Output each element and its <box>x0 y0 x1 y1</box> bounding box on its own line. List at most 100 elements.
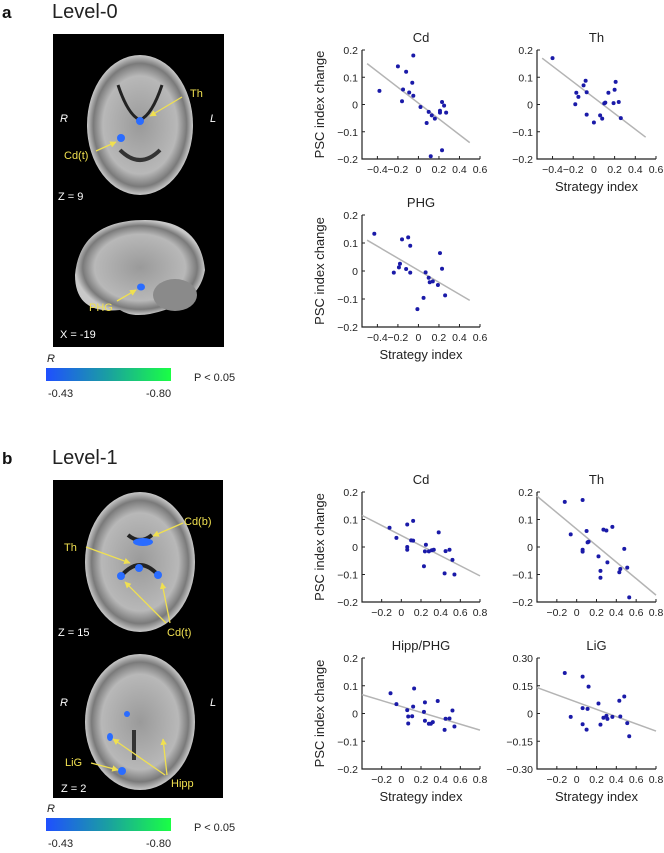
x-tick-label: 0 <box>398 774 404 786</box>
scatter-plot-hipp-phg: Hipp/PHG −0.2 0 0.2 0.4 0.6 0.8 −0.2 −0.1 0 0.1 0.2… <box>312 638 487 804</box>
data-point <box>617 698 622 703</box>
axial-slice-upper <box>85 492 195 632</box>
x-axis-label: Strategy index <box>555 789 639 804</box>
x-tick-label: 0.4 <box>433 774 448 786</box>
data-point <box>437 251 442 256</box>
data-point <box>422 718 427 723</box>
data-point <box>431 547 436 552</box>
y-tick-label: 0 <box>352 266 358 278</box>
data-point <box>550 56 555 61</box>
data-point <box>443 716 448 721</box>
y-tick-label: 0 <box>352 100 358 112</box>
x-tick-label: −0.2 <box>371 774 392 786</box>
data-point <box>411 93 416 98</box>
x-tick-label: 0.6 <box>629 607 644 619</box>
data-point <box>421 709 426 714</box>
data-point <box>444 110 449 115</box>
data-point <box>562 670 567 675</box>
data-point <box>405 545 410 549</box>
data-point <box>605 560 610 565</box>
y-tick-label: −0.1 <box>512 570 533 582</box>
axes <box>536 658 656 770</box>
axes <box>536 50 656 160</box>
data-point <box>562 499 567 504</box>
arrow <box>95 141 117 152</box>
arrow <box>152 522 184 537</box>
arrow <box>159 582 171 624</box>
region-label-cd-t: Cd(t) <box>64 150 88 162</box>
x-tick-label: 0 <box>416 164 422 176</box>
y-tick-label: −0.2 <box>512 597 533 609</box>
colorbar-title: R <box>47 803 55 815</box>
x-tick-label: −0.4 <box>367 164 388 176</box>
data-point <box>424 121 429 126</box>
x-tick-label: 0.4 <box>452 332 467 344</box>
y-tick-label: 0 <box>352 709 358 721</box>
y-tick-label: −0.2 <box>337 597 358 609</box>
scatter-plot-phg: PHG−0.4 −0.2 0 0.2 0.4 0.6−0.2−0.100.10.2Stra… <box>312 195 487 362</box>
y-tick-label: 0.2 <box>343 653 358 665</box>
data-point <box>622 694 627 699</box>
data-point <box>443 549 448 554</box>
activation-blob <box>117 572 125 580</box>
y-tick-label: 0.15 <box>513 681 534 693</box>
region-label-lig: LiG <box>65 757 82 769</box>
slice-label: Z = 15 <box>58 627 90 639</box>
data-point <box>387 525 392 530</box>
y-tick-label: 0.2 <box>343 210 358 222</box>
data-point <box>397 261 402 266</box>
data-point <box>447 547 452 552</box>
x-axis-label: Strategy index <box>379 789 463 804</box>
x-tick-label: 0 <box>416 332 422 344</box>
data-point <box>428 154 433 159</box>
panel-title: Level-1 <box>52 447 118 469</box>
scatter-plot-th: Th −0.2 0 0.2 0.4 0.6 0.8 −0.2 −0.1 0 0.1 0.2 <box>512 472 663 619</box>
y-tick-label: 0.1 <box>343 238 358 250</box>
data-point <box>406 714 411 719</box>
x-tick-label: 0 <box>591 164 597 176</box>
y-tick-label: 0.1 <box>343 72 358 84</box>
axes <box>361 492 480 603</box>
data-point <box>406 721 411 726</box>
y-tick-label: 0.1 <box>518 515 533 527</box>
arrow <box>112 738 166 776</box>
regression-line <box>366 239 471 302</box>
y-tick-label: −0.2 <box>337 322 358 334</box>
data-point <box>432 116 437 121</box>
data-point <box>404 267 409 272</box>
y-tick-label: −0.1 <box>337 127 358 139</box>
regression-line <box>541 57 647 138</box>
data-point <box>440 266 445 271</box>
data-point <box>422 700 427 705</box>
side-right-label: R <box>60 697 68 709</box>
data-point <box>395 64 400 69</box>
plot-title: PHG <box>407 195 435 210</box>
panel-a: a Level-0 Th Cd(t) PHG R L Z = 9 X = -19… <box>2 1 235 400</box>
data-point <box>423 542 428 547</box>
colorbar-min-label: -0.43 <box>48 838 73 850</box>
data-point <box>418 104 423 109</box>
data-point <box>405 522 410 527</box>
data-point <box>586 539 591 544</box>
regression-line <box>536 686 657 732</box>
x-tick-label: 0.4 <box>609 607 624 619</box>
data-point <box>437 110 442 115</box>
activation-blob <box>107 733 113 741</box>
data-point <box>603 100 608 105</box>
data-point <box>447 716 452 721</box>
x-tick-label: 0.8 <box>473 774 488 786</box>
x-tick-label: 0.6 <box>473 332 488 344</box>
colorbar-max-label: -0.80 <box>146 838 171 850</box>
data-point <box>405 547 410 552</box>
y-tick-label: −0.1 <box>512 127 533 139</box>
data-point <box>408 243 413 248</box>
threshold-label: P < 0.05 <box>194 372 235 384</box>
x-tick-label: 0.6 <box>473 164 488 176</box>
data-point <box>411 518 416 523</box>
data-point <box>388 691 393 696</box>
y-tick-label: 0 <box>352 542 358 554</box>
axial-slice-lower <box>85 654 195 790</box>
data-point <box>410 80 415 85</box>
axes <box>536 492 656 603</box>
